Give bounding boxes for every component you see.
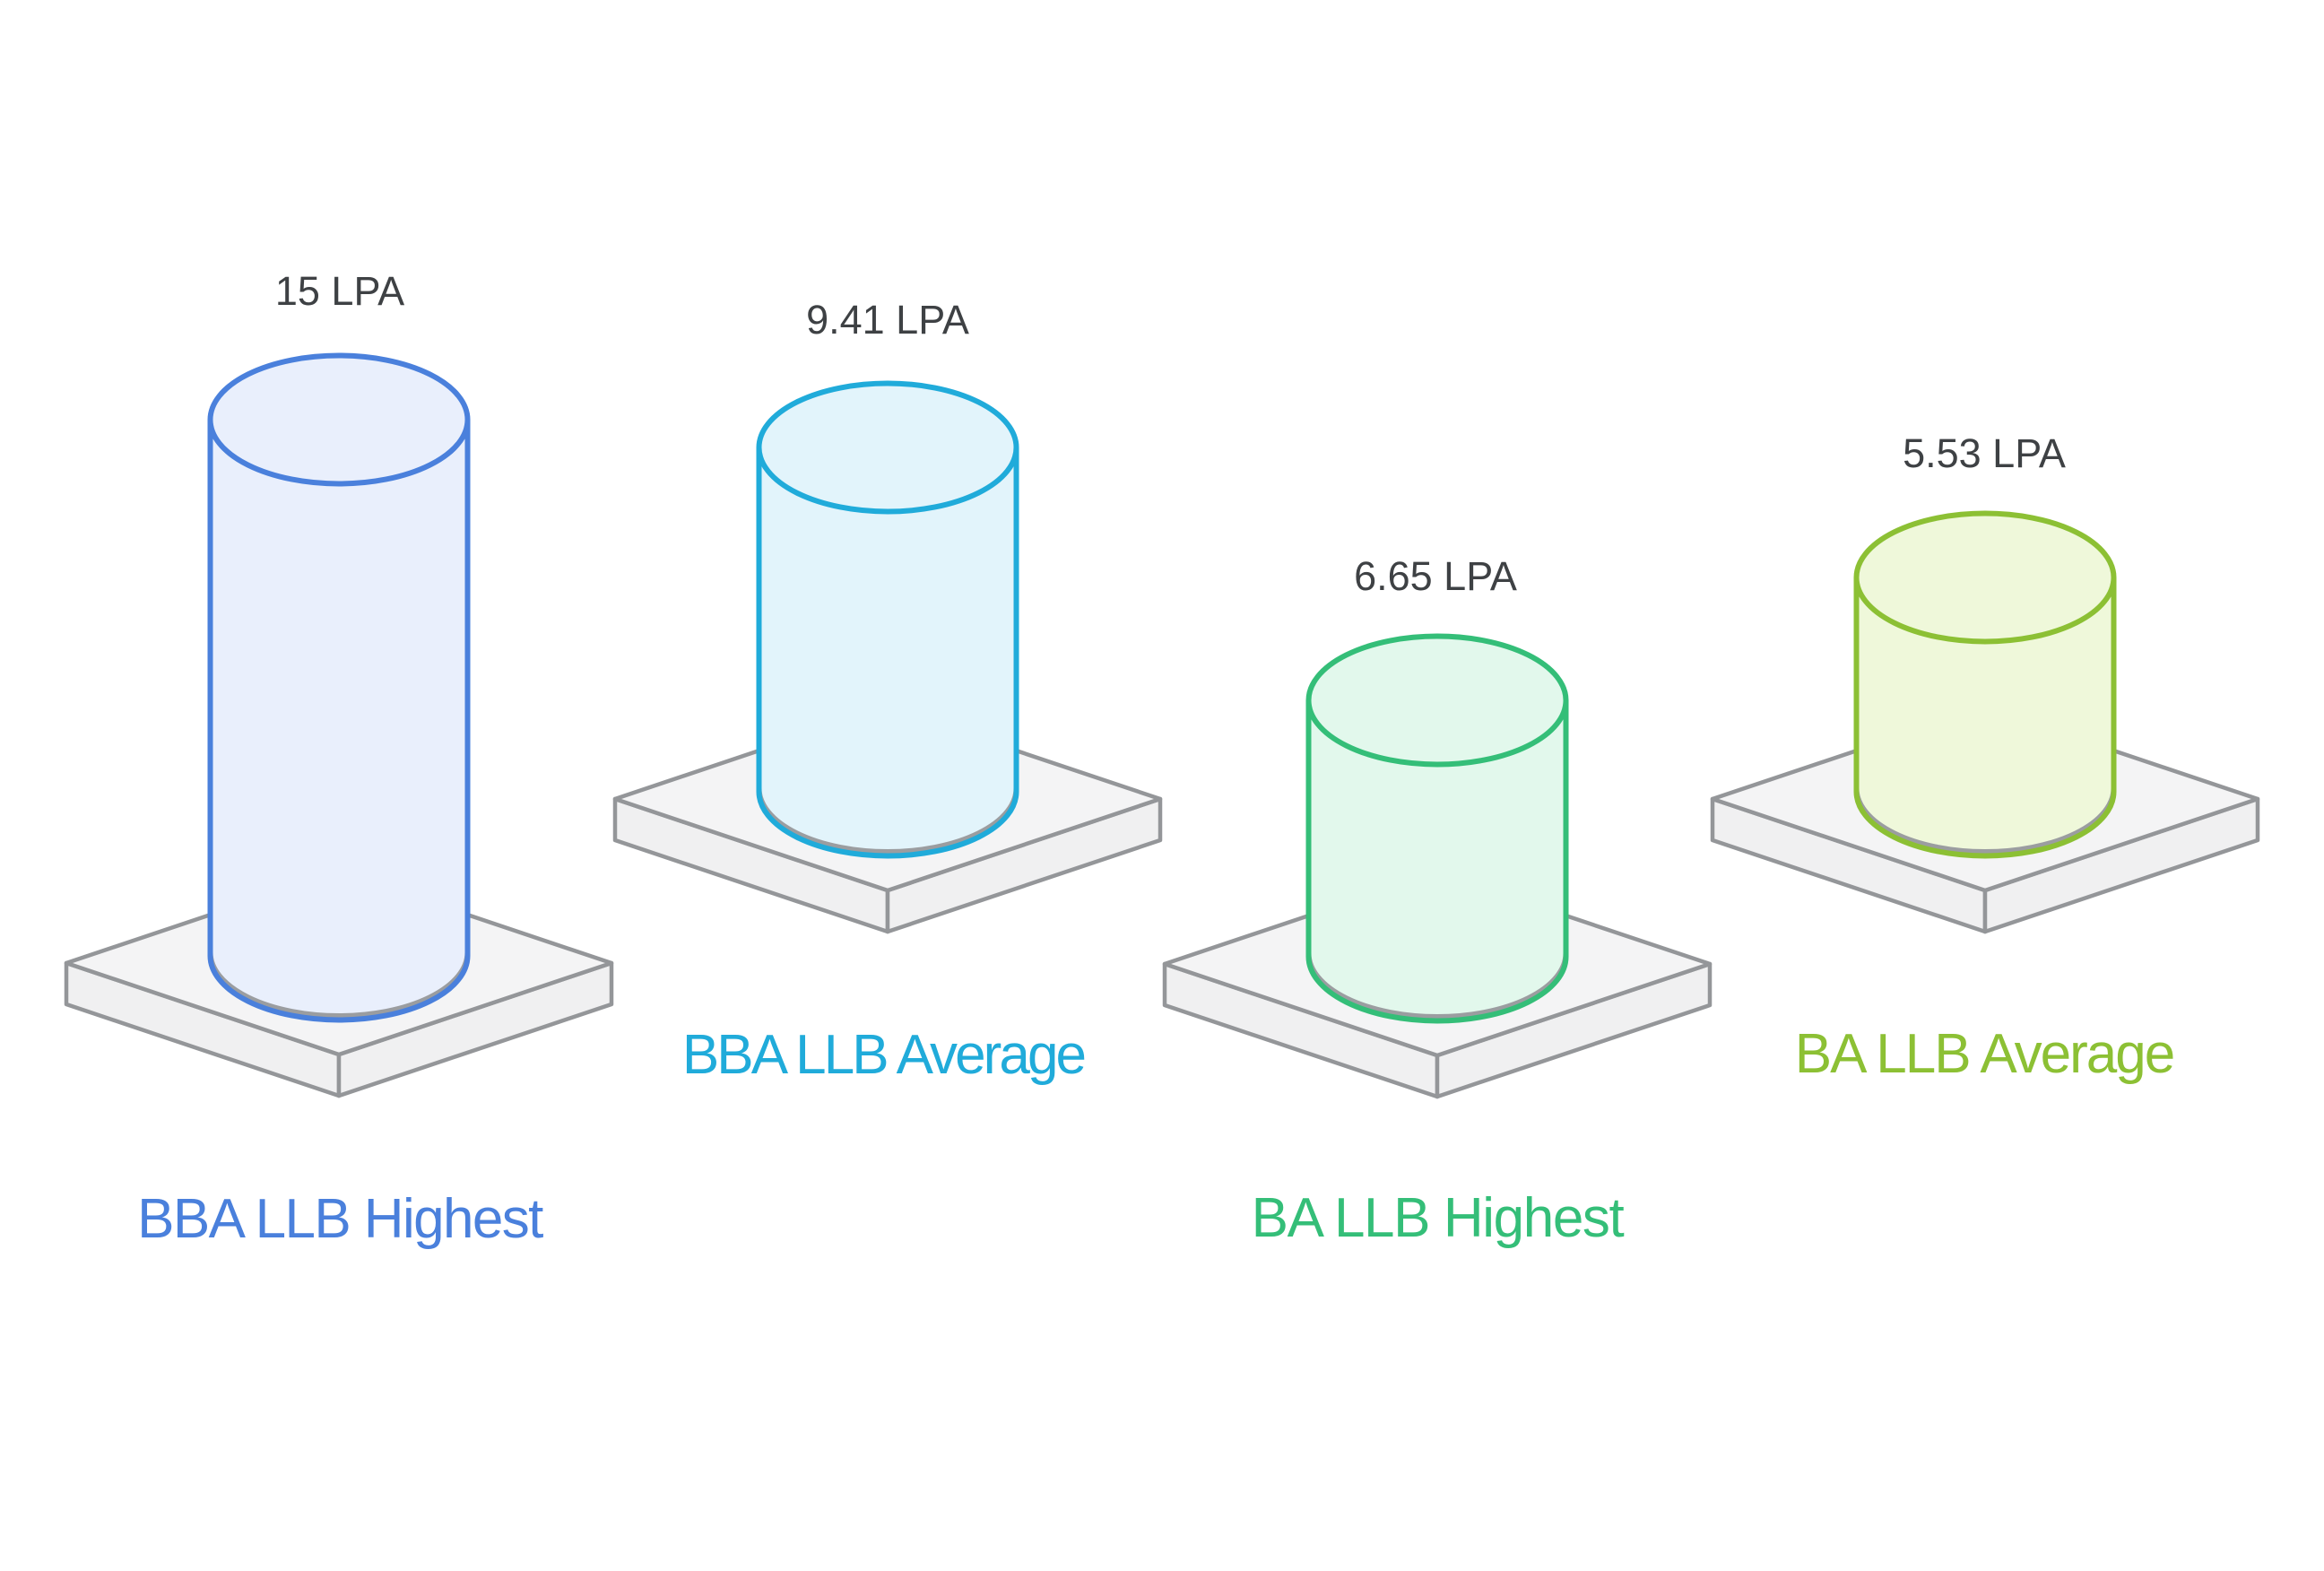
svg-text:6.65 LPA: 6.65 LPA <box>1354 553 1517 599</box>
svg-text:BA LLB Highest: BA LLB Highest <box>1252 1187 1625 1249</box>
svg-text:5.53 LPA: 5.53 LPA <box>1903 430 2066 476</box>
svg-text:BBA LLB Average: BBA LLB Average <box>682 1024 1085 1086</box>
svg-text:15 LPA: 15 LPA <box>275 268 404 314</box>
svg-text:BBA LLB Highest: BBA LLB Highest <box>137 1188 543 1250</box>
svg-text:9.41 LPA: 9.41 LPA <box>806 297 969 343</box>
svg-text:BA LLB Average: BA LLB Average <box>1795 1023 2173 1085</box>
